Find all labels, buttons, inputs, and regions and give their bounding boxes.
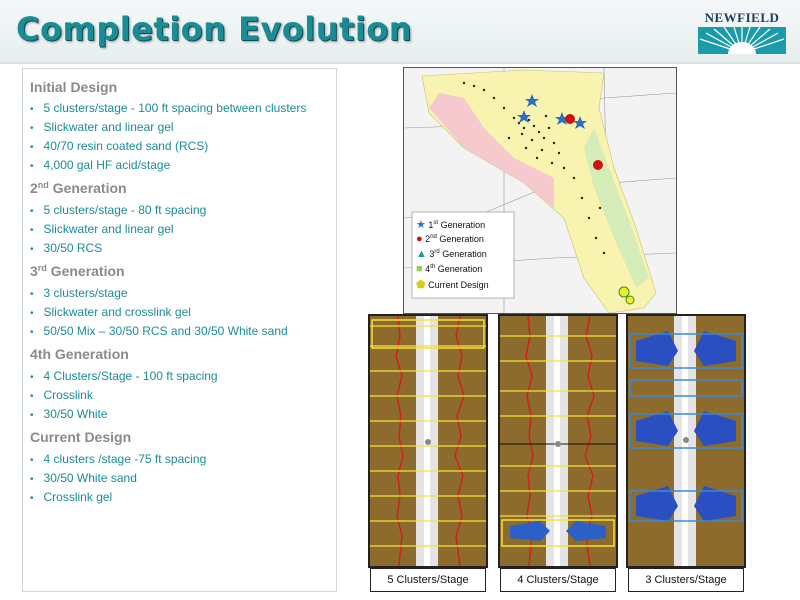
bullet-icon: • bbox=[30, 455, 34, 466]
bullet-icon: • bbox=[30, 474, 34, 485]
heading-2nd-generation: 2nd Generation bbox=[30, 180, 127, 196]
design-list-panel: Initial Design • 5 clusters/stage - 100 f… bbox=[22, 68, 337, 592]
second-gen-circle-icon bbox=[565, 114, 575, 124]
list-item: • Crosslink gel bbox=[30, 490, 113, 504]
title-bar: Completion Evolution NEWFIELD bbox=[0, 0, 800, 64]
list-item: • 4 Clusters/Stage - 100 ft spacing bbox=[30, 369, 218, 383]
current-design-icon bbox=[618, 286, 630, 298]
legend-item: ★ 1st Generation bbox=[416, 219, 486, 231]
logo-text: NEWFIELD bbox=[704, 10, 780, 25]
list-item: • 50/50 Mix – 30/50 RCS and 30/50 White s… bbox=[30, 324, 288, 338]
bullet-icon: • bbox=[30, 308, 34, 319]
square-icon: ■ bbox=[416, 263, 423, 275]
first-gen-star-icon bbox=[555, 112, 569, 125]
list-item: • Slickwater and crosslink gel bbox=[30, 305, 191, 319]
list-item: • 5 clusters/stage - 80 ft spacing bbox=[30, 203, 207, 217]
map-graphic bbox=[404, 68, 676, 313]
newfield-logo: NEWFIELD bbox=[698, 10, 786, 54]
slide-title: Completion Evolution bbox=[16, 10, 413, 48]
heading-4th-generation: 4th Generation bbox=[30, 346, 129, 362]
circle-icon: ● bbox=[416, 233, 423, 245]
log-4-clusters bbox=[498, 314, 618, 568]
triangle-icon: ▲ bbox=[416, 248, 427, 260]
list-item: • 4 clusters /stage -75 ft spacing bbox=[30, 452, 207, 466]
list-item: • 4,000 gal HF acid/stage bbox=[30, 158, 171, 172]
bullet-icon: • bbox=[30, 225, 34, 236]
bullet-icon: • bbox=[30, 123, 34, 134]
log-label-3-clusters: 3 Clusters/Stage bbox=[628, 568, 744, 592]
bullet-icon: • bbox=[30, 161, 34, 172]
bullet-icon: • bbox=[30, 493, 34, 504]
legend-item: ● 2nd Generation bbox=[416, 233, 484, 245]
bullet-icon: • bbox=[30, 410, 34, 421]
well-cluster-dots bbox=[462, 81, 606, 255]
list-item: • Crosslink bbox=[30, 388, 93, 402]
second-gen-circle-icon bbox=[593, 160, 603, 170]
first-gen-star-icon bbox=[517, 110, 531, 123]
heading-initial-design: Initial Design bbox=[30, 79, 118, 95]
log-label-5-clusters: 5 Clusters/Stage bbox=[370, 568, 486, 592]
list-item: • 40/70 resin coated sand (RCS) bbox=[30, 139, 209, 153]
log-5-clusters bbox=[368, 314, 488, 568]
heading-3rd-generation: 3rd Generation bbox=[30, 263, 125, 279]
list-item: • 5 clusters/stage - 100 ft spacing betwe… bbox=[30, 101, 307, 115]
map-legend: ★ 1st Generation ● 2nd Generation ▲ 3rd … bbox=[416, 218, 512, 293]
first-gen-star-icon bbox=[573, 116, 587, 129]
heading-current-design: Current Design bbox=[30, 429, 132, 445]
pentagon-icon: ⬟ bbox=[416, 279, 426, 291]
first-gen-star-icon bbox=[525, 94, 539, 107]
list-item: • 30/50 White sand bbox=[30, 471, 137, 485]
list-item: • 3 clusters/stage bbox=[30, 286, 128, 300]
well-location-map: ★ 1st Generation ● 2nd Generation ▲ 3rd … bbox=[403, 67, 677, 314]
log-label-4-clusters: 4 Clusters/Stage bbox=[500, 568, 616, 592]
legend-item: ■ 4th Generation bbox=[416, 263, 483, 275]
current-design-icon bbox=[625, 295, 635, 305]
legend-item: ▲ 3rd Generation bbox=[416, 248, 487, 260]
bullet-icon: • bbox=[30, 289, 34, 300]
bullet-icon: • bbox=[30, 372, 34, 383]
list-item: • Slickwater and linear gel bbox=[30, 222, 174, 236]
legend-item: ⬟ Current Design bbox=[416, 279, 489, 291]
bullet-icon: • bbox=[30, 206, 34, 217]
list-item: • 30/50 White bbox=[30, 407, 108, 421]
star-icon: ★ bbox=[416, 219, 426, 231]
sunrise-logo-icon bbox=[698, 27, 786, 54]
bullet-icon: • bbox=[30, 391, 34, 402]
log-3-clusters bbox=[626, 314, 746, 568]
list-item: • 30/50 RCS bbox=[30, 241, 103, 255]
bullet-icon: • bbox=[30, 327, 34, 338]
bullet-icon: • bbox=[30, 244, 34, 255]
well-markers bbox=[517, 94, 635, 305]
list-item: • Slickwater and linear gel bbox=[30, 120, 174, 134]
bullet-icon: • bbox=[30, 104, 34, 115]
bullet-icon: • bbox=[30, 142, 34, 153]
